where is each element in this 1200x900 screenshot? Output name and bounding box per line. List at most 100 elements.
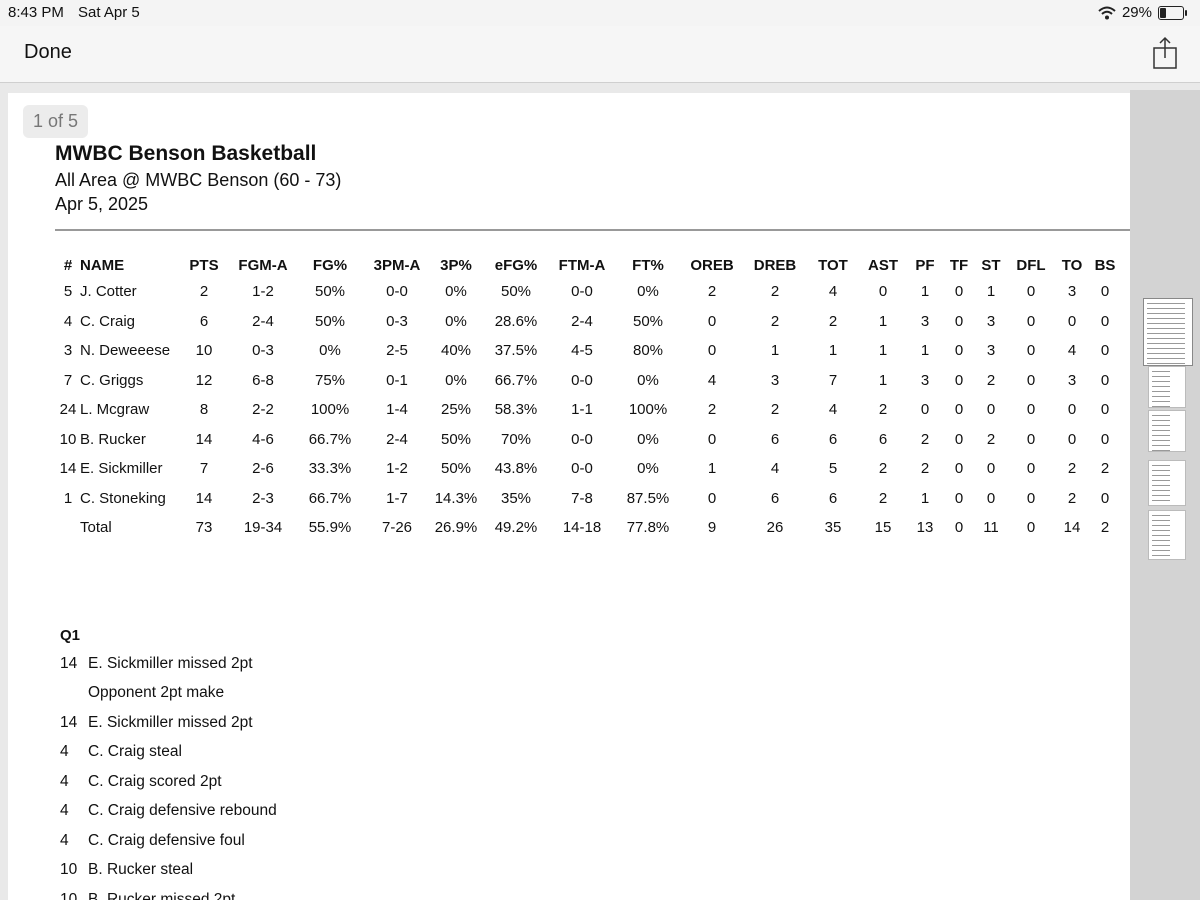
quarter-heading: Q1 xyxy=(60,627,81,644)
column-header: BS xyxy=(1094,256,1116,274)
stat-cell: 0 xyxy=(1026,460,1036,478)
stat-cell: 0-0 xyxy=(571,460,593,478)
play-event: Opponent 2pt make xyxy=(60,679,277,709)
column-header: OREB xyxy=(690,256,734,274)
player-number xyxy=(56,513,80,543)
stat-cell: 1-7 xyxy=(386,489,408,507)
document-page[interactable]: 1 of 5 MWBC Benson Basketball All Area @… xyxy=(8,93,1130,900)
play-description: C. Craig defensive rebound xyxy=(88,802,277,820)
thumbnail-line xyxy=(1152,475,1170,476)
thumbnail-line xyxy=(1152,376,1170,377)
thumbnail-line xyxy=(1152,495,1170,496)
page-thumbnail[interactable] xyxy=(1148,410,1186,452)
stat-cell: 100% xyxy=(310,401,350,419)
stat-cell: 66.7% xyxy=(308,430,352,448)
done-button[interactable]: Done xyxy=(24,41,72,63)
stat-cell: 50% xyxy=(440,460,472,478)
stat-cell: 0 xyxy=(1100,283,1110,301)
thumbnail-line xyxy=(1152,470,1170,471)
stat-cell: 0 xyxy=(986,401,996,419)
stat-cell: 25% xyxy=(440,401,472,419)
play-description: Opponent 2pt make xyxy=(88,684,225,702)
stat-cell: 28.6% xyxy=(494,312,538,330)
column-header: 3P% xyxy=(440,256,472,274)
stat-cell: 77.8% xyxy=(626,519,670,537)
stat-cell: 2-3 xyxy=(252,489,274,507)
stat-cell: 0-0 xyxy=(571,371,593,389)
player-number: 4 xyxy=(63,312,73,330)
battery-icon xyxy=(1158,5,1187,20)
column-header: ST xyxy=(981,256,1001,274)
thumbnail-line xyxy=(1147,323,1185,324)
player-name: Total xyxy=(80,519,112,537)
stat-cell: 3 xyxy=(986,312,996,330)
stat-cell: 37.5% xyxy=(494,342,538,360)
stat-cell: 1 xyxy=(920,489,930,507)
page-thumbnail-strip xyxy=(1130,90,1200,900)
table-header-row: # NAME PTS FGM-A FG% 3PM-A 3P% eFG% FTM-A FT% OREB… xyxy=(56,253,1120,277)
stat-cell: 2 xyxy=(878,460,888,478)
share-icon[interactable] xyxy=(1152,36,1178,70)
table-row: 10 B. Rucker 14 4-6 66.7% 2-4 50% 70% 0-0 0% 0 6 6 6 2… xyxy=(56,425,1120,455)
column-header: TOT xyxy=(818,256,848,274)
player-number: 7 xyxy=(63,371,73,389)
stat-cell: 0 xyxy=(707,342,717,360)
stat-cell: 0% xyxy=(445,283,467,301)
stat-cell: 15 xyxy=(874,519,892,537)
thumbnail-line xyxy=(1152,435,1170,436)
page-thumbnail[interactable] xyxy=(1143,298,1193,366)
stat-cell: 35% xyxy=(500,489,532,507)
player-name: B. Rucker xyxy=(80,430,146,448)
stat-cell: 0 xyxy=(1026,519,1036,537)
play-player-number: 10 xyxy=(60,890,78,900)
stat-cell: 0 xyxy=(1100,342,1110,360)
stat-cell: 0 xyxy=(954,460,964,478)
thumbnail-line xyxy=(1152,535,1170,536)
thumbnail-line xyxy=(1147,333,1185,334)
page-indicator: 1 of 5 xyxy=(23,105,89,138)
column-header: TO xyxy=(1061,256,1083,274)
stat-cell: 2 xyxy=(920,460,930,478)
player-number: 5 xyxy=(63,283,73,301)
play-description: C. Craig steal xyxy=(88,743,182,761)
stat-cell: 0 xyxy=(920,401,930,419)
stat-cell: 0 xyxy=(1067,312,1077,330)
table-row: 3 N. Deweeese 10 0-3 0% 2-5 40% 37.5% 4-5 80% 0 1 1 1… xyxy=(56,336,1120,366)
stat-cell: 8 xyxy=(199,401,209,419)
column-header: PTS xyxy=(189,256,219,274)
stat-cell: 2 xyxy=(878,401,888,419)
stat-cell: 4-6 xyxy=(252,430,274,448)
stat-cell: 12 xyxy=(195,371,213,389)
stat-cell: 0% xyxy=(637,460,659,478)
thumbnail-line xyxy=(1152,550,1170,551)
column-header: PF xyxy=(915,256,935,274)
thumbnail-line xyxy=(1152,485,1170,486)
stat-cell: 80% xyxy=(632,342,664,360)
stat-cell: 2 xyxy=(707,283,717,301)
status-time: 8:43 PM xyxy=(8,4,64,21)
stat-cell: 2 xyxy=(920,430,930,448)
play-player-number: 14 xyxy=(60,713,78,731)
table-body: 5 J. Cotter 2 1-2 50% 0-0 0% 50% 0-0 0% 2 2 4 0 1 0 1 0 3 0… xyxy=(56,277,1120,543)
thumbnail-line xyxy=(1152,406,1170,407)
player-number: 24 xyxy=(59,401,77,419)
stat-cell: 0 xyxy=(1100,312,1110,330)
stat-cell: 50% xyxy=(314,312,346,330)
play-player-number: 14 xyxy=(60,654,78,672)
stat-cell: 0 xyxy=(954,283,964,301)
thumbnail-line xyxy=(1147,343,1185,344)
stat-cell: 3 xyxy=(1067,283,1077,301)
play-player-number: 4 xyxy=(60,743,69,761)
page-thumbnail[interactable] xyxy=(1148,366,1186,408)
page-thumbnail[interactable] xyxy=(1148,460,1186,506)
stat-cell: 3 xyxy=(770,371,780,389)
stat-cell: 5 xyxy=(828,460,838,478)
player-name: E. Sickmiller xyxy=(80,460,163,478)
thumbnail-line xyxy=(1152,396,1170,397)
stat-cell: 0 xyxy=(1100,430,1110,448)
stat-cell: 0 xyxy=(1026,401,1036,419)
page-thumbnail[interactable] xyxy=(1148,510,1186,560)
stat-cell: 0% xyxy=(637,371,659,389)
thumbnail-line xyxy=(1152,500,1170,501)
stat-cell: 2-2 xyxy=(252,401,274,419)
